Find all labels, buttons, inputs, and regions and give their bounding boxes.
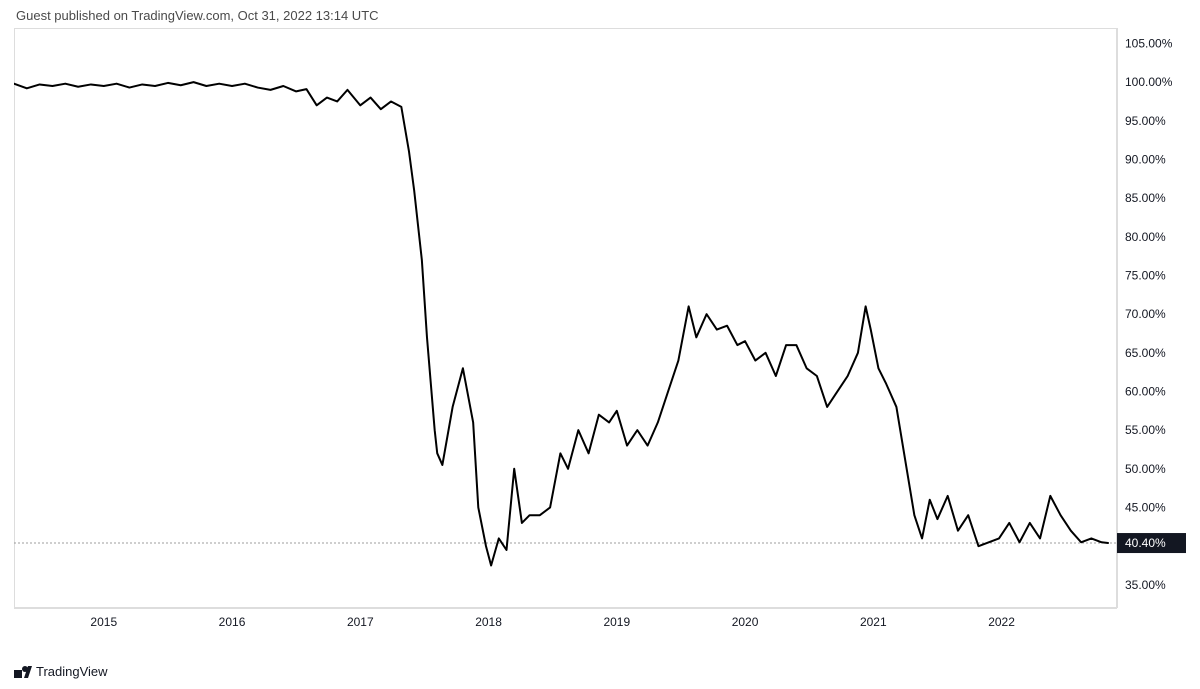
x-tick-label: 2015: [90, 615, 117, 629]
y-tick-label: 55.00%: [1125, 423, 1166, 437]
y-tick-label: 75.00%: [1125, 268, 1166, 282]
y-tick-label: 50.00%: [1125, 462, 1166, 476]
y-tick-label: 80.00%: [1125, 230, 1166, 244]
y-tick-label: 105.00%: [1125, 36, 1173, 50]
y-tick-label: 60.00%: [1125, 384, 1166, 398]
chart-header-text: Guest published on TradingView.com, Oct …: [16, 8, 379, 23]
y-tick-label: 90.00%: [1125, 152, 1166, 166]
price-chart-svg: 35.00%40.00%45.00%50.00%55.00%60.00%65.0…: [14, 28, 1186, 648]
x-tick-label: 2022: [988, 615, 1015, 629]
x-tick-label: 2018: [475, 615, 502, 629]
x-tick-label: 2017: [347, 615, 374, 629]
footer-attribution: TradingView: [14, 664, 108, 679]
x-tick-label: 2016: [219, 615, 246, 629]
y-tick-label: 70.00%: [1125, 307, 1166, 321]
x-tick-label: 2019: [603, 615, 630, 629]
tradingview-logo-icon: [14, 666, 32, 678]
x-tick-label: 2021: [860, 615, 887, 629]
current-value-label: 40.40%: [1125, 536, 1166, 550]
y-tick-label: 35.00%: [1125, 578, 1166, 592]
y-tick-label: 85.00%: [1125, 191, 1166, 205]
y-tick-label: 65.00%: [1125, 346, 1166, 360]
footer-brand-text: TradingView: [36, 664, 108, 679]
x-tick-label: 2020: [732, 615, 759, 629]
y-tick-label: 100.00%: [1125, 75, 1173, 89]
y-tick-label: 95.00%: [1125, 114, 1166, 128]
y-tick-label: 45.00%: [1125, 500, 1166, 514]
chart-area[interactable]: 35.00%40.00%45.00%50.00%55.00%60.00%65.0…: [14, 28, 1186, 648]
